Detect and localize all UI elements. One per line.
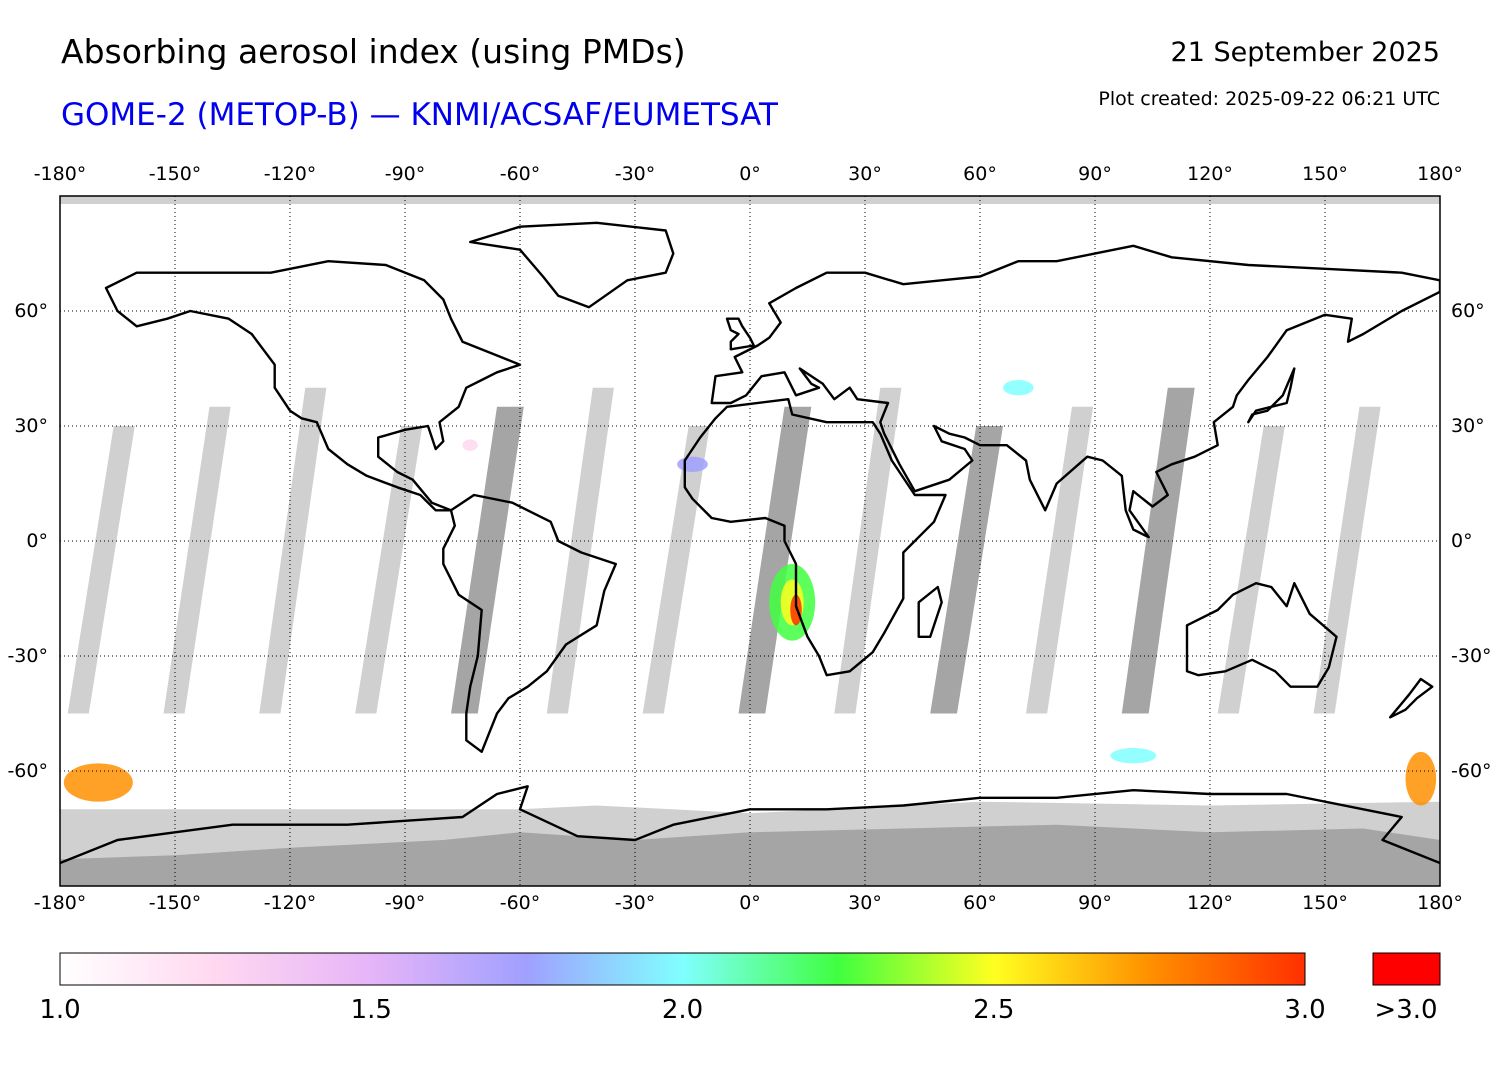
colorbar-tick-label: 2.0 [661,995,704,1025]
map-frame [59,195,1441,887]
coastline-australia [1185,582,1338,688]
coastline-north-america [104,260,522,512]
lat-tick-label-left: 0° [26,530,48,552]
lon-tick-label-bottom: 180° [1417,892,1463,914]
lon-tick-label-bottom: 90° [1078,892,1112,914]
lon-tick-label-top: 0° [739,163,761,185]
lon-tick-label-bottom: 150° [1302,892,1348,914]
colorbar-tick-label: 1.5 [350,995,392,1025]
map-title: Absorbing aerosol index (using PMDs) [61,32,686,71]
lon-tick-label-top: -90° [384,163,426,185]
coastline-south-america [442,493,617,753]
orbit-gap [1217,426,1285,714]
orbit-gap [1026,406,1094,714]
lat-tick-label-right: -60° [1451,760,1492,782]
lon-tick-label-top: -60° [499,163,541,185]
lon-tick-label-bottom: -180° [33,892,87,914]
lon-tick-label-top: 90° [1078,163,1112,185]
plot-created-timestamp: Plot created: 2025-09-22 06:21 UTC [1098,88,1440,110]
lon-tick-label-top: 60° [963,163,997,185]
orbit-gap [834,387,902,714]
map-subtitle: GOME-2 (METOP-B) — KNMI/ACSAF/EUMETSAT [61,97,778,133]
orbit-gap [738,406,812,714]
orbit-gap [163,406,231,714]
aerosol-patch [462,439,478,451]
coastline-greenland [469,221,675,309]
coastline-great-britain [725,317,755,351]
colorbar-tick-label: 3.0 [1284,995,1326,1025]
lat-tick-label-right: 60° [1451,300,1485,322]
aerosol-patch [1003,380,1034,396]
colorbar [59,952,1306,986]
lat-tick-label-left: -30° [7,645,48,667]
lat-tick-label-left: 30° [14,415,48,437]
aerosol-patch [677,456,708,473]
aerosol-patch [1405,751,1437,806]
aerosol-patch [790,594,802,626]
lat-tick-label-right: 30° [1451,415,1485,437]
lon-tick-label-bottom: 0° [739,892,761,914]
lon-tick-label-top: 150° [1302,163,1348,185]
lon-tick-label-top: 30° [848,163,882,185]
orbit-gap [259,387,327,714]
lat-tick-label-right: -30° [1451,645,1492,667]
map-date: 21 September 2025 [1170,37,1440,68]
orbit-gap [930,426,1003,714]
orbit-gap [451,406,524,714]
lon-tick-label-bottom: -60° [499,892,541,914]
coastline-antarctica [60,785,1440,865]
coastline-madagascar [917,585,943,638]
aerosol-patch [1110,748,1157,764]
lon-tick-label-top: 120° [1187,163,1233,185]
lat-tick-label-left: 60° [14,300,48,322]
lon-tick-label-top: -150° [148,163,202,185]
lon-tick-label-top: -120° [263,163,317,185]
lon-tick-label-bottom: 120° [1187,892,1233,914]
coastline-japan [1247,367,1296,424]
orbit-gap [1121,387,1195,714]
lon-tick-label-bottom: -120° [263,892,317,914]
colorbar-tick-label: 1.0 [39,995,81,1025]
lon-tick-label-bottom: 30° [848,892,882,914]
lat-tick-label-left: -60° [7,760,48,782]
orbit-gap [67,426,135,714]
aerosol-patch [63,763,133,802]
orbit-gap [546,387,614,714]
lon-tick-label-bottom: 60° [963,892,997,914]
lon-tick-label-bottom: -150° [148,892,202,914]
lon-tick-label-top: 180° [1417,163,1463,185]
lon-tick-label-top: -30° [614,163,656,185]
coastline-new-zealand [1388,677,1434,719]
orbit-gap [1313,406,1381,714]
lat-tick-label-right: 0° [1451,530,1473,552]
colorbar-tick-label: 2.5 [973,995,1015,1025]
orbit-gap [355,426,423,714]
lon-tick-label-bottom: -90° [384,892,426,914]
colorbar-overflow-label: >3.0 [1374,995,1438,1025]
coastline-africa [683,398,947,677]
lon-tick-label-top: -180° [33,163,87,185]
lon-tick-label-bottom: -30° [614,892,656,914]
colorbar-overflow-box [1372,952,1441,986]
